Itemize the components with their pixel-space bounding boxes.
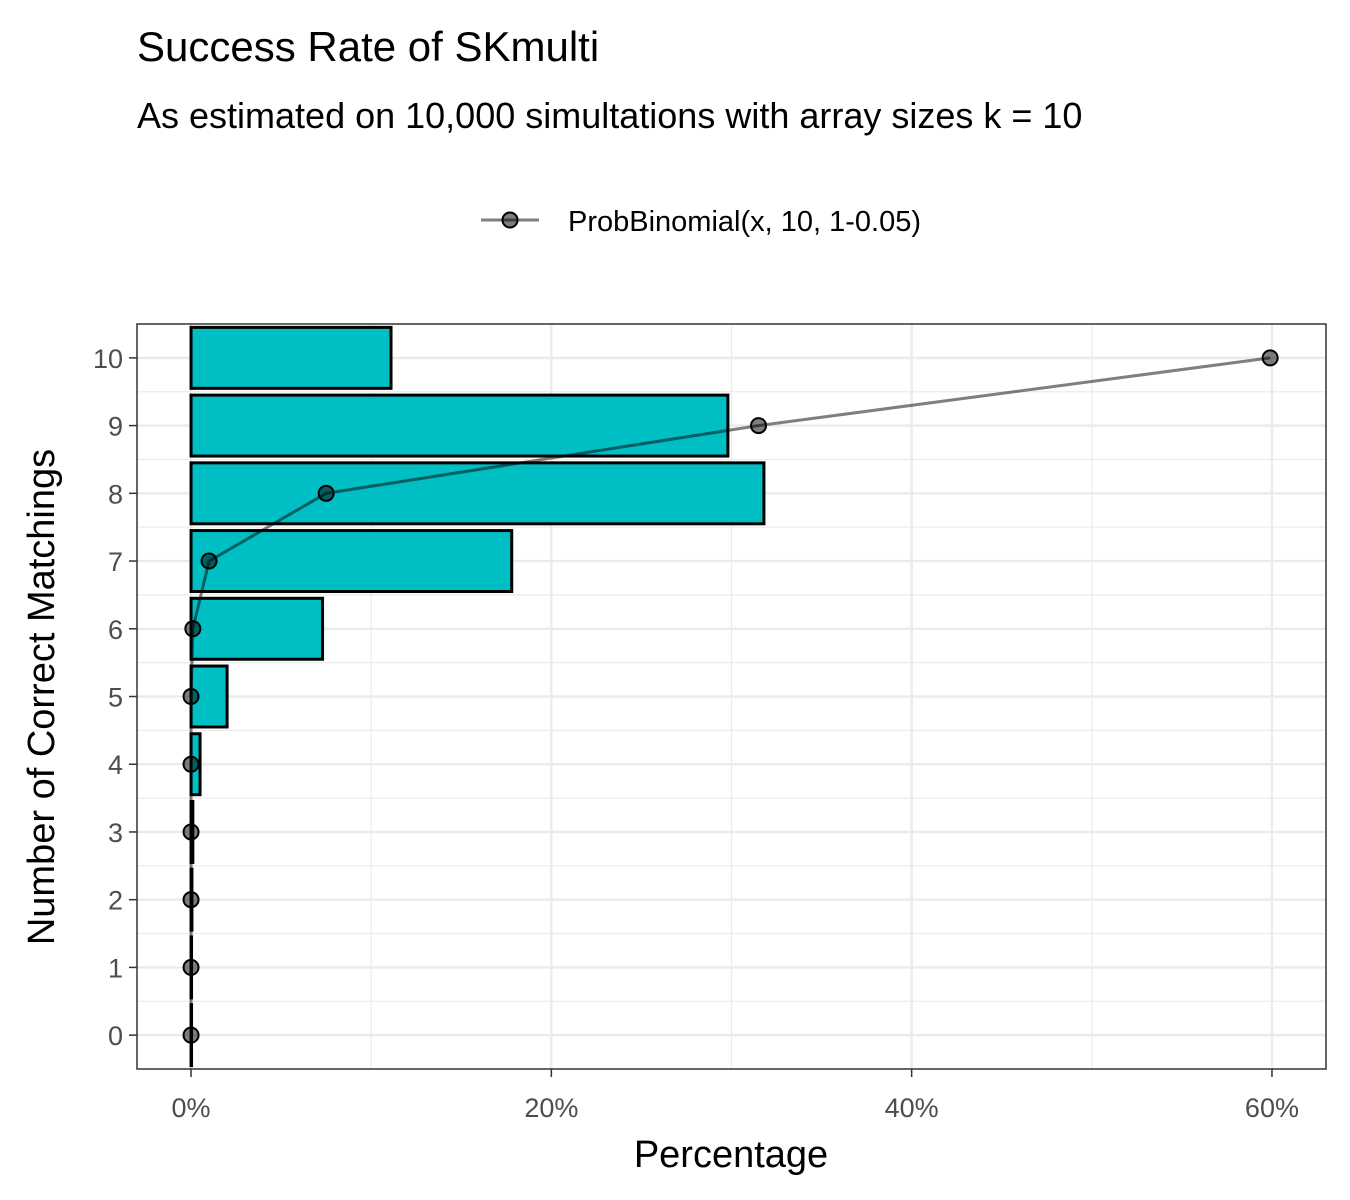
series-point [1261,349,1279,367]
series-point [200,552,218,570]
series-point [317,484,335,502]
series-point [182,1026,200,1044]
y-tick-label: 8 [108,479,123,509]
bar [189,393,730,458]
chart-title: Success Rate of SKmulti [137,23,599,70]
y-tick-label: 9 [108,412,123,442]
y-tick-label: 4 [108,750,123,780]
series-point [182,891,200,909]
bar [189,529,514,594]
y-tick-label: 2 [108,886,123,916]
bar [189,596,325,661]
x-tick-label: 60% [1245,1093,1299,1123]
series-point [182,958,200,976]
series-point [182,823,200,841]
y-tick-label: 6 [108,615,123,645]
y-tick-label: 0 [108,1021,123,1051]
bar [189,325,393,390]
line-series [182,349,1279,1044]
y-tick-label: 3 [108,818,123,848]
legend: ProbBinomial(x, 10, 1-0.05) [481,206,921,238]
series-point [184,620,202,638]
legend-point-key [501,211,519,229]
series-point [182,755,200,773]
series-point [182,688,200,705]
x-axis: 0% 20% 40% 60% [172,1069,1299,1123]
y-axis-title: Number of Correct Matchings [21,449,63,945]
x-tick-label: 0% [172,1093,211,1123]
y-tick-label: 5 [108,683,123,713]
chart-subtitle: As estimated on 10,000 simultations with… [137,95,1082,136]
legend-label: ProbBinomial(x, 10, 1-0.05) [568,206,921,238]
y-tick-label: 10 [93,344,123,374]
bar [189,461,766,526]
y-tick-label: 7 [108,547,123,577]
x-tick-label: 40% [885,1093,939,1123]
x-tick-label: 20% [524,1093,578,1123]
y-axis: 0 1 2 3 4 5 6 7 8 9 10 [93,344,137,1051]
series-point [750,417,768,435]
x-axis-title: Percentage [634,1134,828,1176]
y-tick-label: 1 [108,953,123,983]
